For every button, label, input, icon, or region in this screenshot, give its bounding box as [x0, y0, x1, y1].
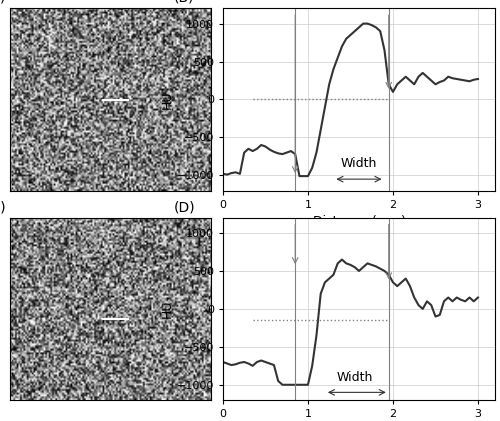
Text: Width: Width — [336, 370, 373, 384]
Text: (B): (B) — [174, 0, 195, 5]
Y-axis label: HU: HU — [160, 300, 173, 318]
Text: (C): (C) — [0, 200, 6, 214]
Text: (A): (A) — [0, 0, 6, 5]
Text: (D): (D) — [174, 200, 196, 214]
Y-axis label: HU: HU — [160, 90, 173, 109]
Text: Width: Width — [341, 157, 377, 171]
X-axis label: Distance (mm): Distance (mm) — [312, 215, 406, 228]
